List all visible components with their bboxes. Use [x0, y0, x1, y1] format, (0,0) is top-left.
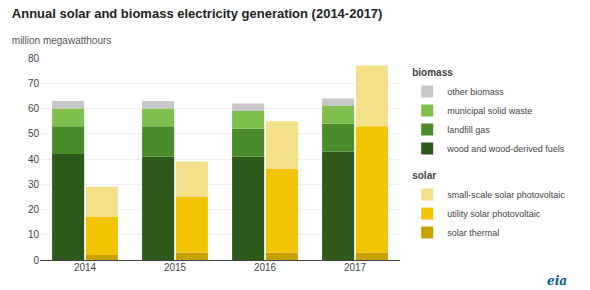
svg-text:landfill gas: landfill gas: [447, 125, 490, 135]
svg-text:0: 0: [33, 255, 39, 266]
svg-text:solar: solar: [412, 170, 436, 181]
svg-text:40: 40: [28, 154, 40, 165]
svg-text:biomass: biomass: [412, 67, 453, 78]
svg-text:20: 20: [28, 204, 40, 215]
svg-text:80: 80: [28, 53, 40, 64]
svg-text:30: 30: [28, 179, 40, 190]
svg-text:2016: 2016: [254, 262, 277, 273]
svg-text:70: 70: [28, 78, 40, 89]
svg-text:eia: eia: [547, 274, 567, 288]
svg-text:2015: 2015: [164, 262, 187, 273]
svg-text:other biomass: other biomass: [447, 87, 504, 97]
svg-text:utility solar photovoltaic: utility solar photovoltaic: [447, 209, 541, 219]
svg-text:Annual solar and biomass elect: Annual solar and biomass electricity gen…: [12, 6, 383, 21]
svg-text:small-scale solar photovoltaic: small-scale solar photovoltaic: [447, 190, 565, 200]
svg-text:10: 10: [28, 229, 40, 240]
svg-text:60: 60: [28, 103, 40, 114]
svg-text:municipal solid waste: municipal solid waste: [447, 106, 532, 116]
svg-text:solar thermal: solar thermal: [447, 228, 499, 238]
svg-text:2017: 2017: [344, 262, 367, 273]
svg-text:wood and wood-derived fuels: wood and wood-derived fuels: [446, 144, 565, 154]
svg-text:50: 50: [28, 128, 40, 139]
svg-text:2014: 2014: [74, 262, 97, 273]
svg-text:million megawatthours: million megawatthours: [12, 35, 112, 46]
